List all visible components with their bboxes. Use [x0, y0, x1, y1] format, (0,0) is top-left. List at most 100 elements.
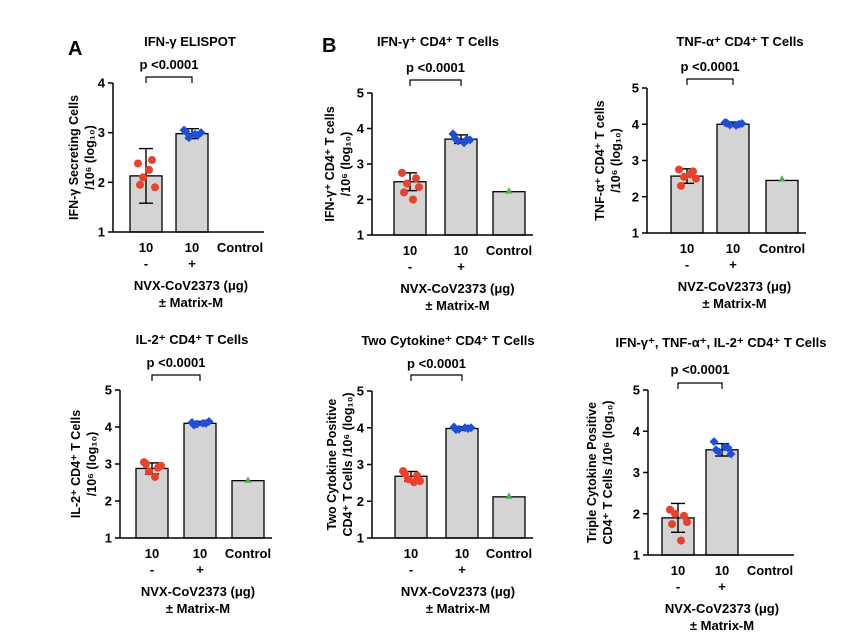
x-category-label: 10: [454, 243, 468, 258]
x-category-label: 10: [680, 241, 694, 256]
chart-title: IL-2⁺ CD4⁺ T Cells: [136, 332, 249, 347]
y-axis-label-line-2: CD4⁺ T Cells /10⁶ (log₁₀): [341, 392, 355, 536]
data-point: [196, 128, 206, 138]
y-tick-label: 5: [632, 81, 639, 96]
y-axis-label-line-2: /10⁶ (log₁₀): [339, 132, 353, 196]
y-axis-label-line-2: /10⁶ (log₁₀): [83, 125, 97, 189]
y-tick-label: 4: [357, 121, 365, 136]
data-point: [148, 155, 156, 164]
y-axis-label-line-2: CD4⁺ T Cells /10⁶ (log₁₀): [601, 400, 615, 544]
x-axis-label-line-1: NVZ-CoV2373 (μg): [678, 279, 791, 294]
y-tick-label: 3: [633, 465, 640, 480]
y-tick-label: 4: [98, 76, 106, 91]
bar: [705, 449, 739, 556]
y-tick-label: 1: [633, 548, 640, 563]
x-category-label: 10: [404, 546, 418, 561]
x-category-sign: +: [729, 257, 737, 272]
data-point: [157, 461, 165, 470]
data-point: [677, 536, 685, 545]
p-value-label: p <0.0001: [407, 356, 466, 371]
data-point: [680, 511, 688, 520]
data-point: [398, 168, 406, 177]
x-category-label: 10: [403, 243, 417, 258]
bar: [175, 133, 209, 233]
x-category-label: 10: [145, 546, 159, 561]
y-axis-label-line-1: Two Cytokine Positive: [325, 399, 339, 531]
chart-panel-4: IL-2⁺ CD4⁺ T Cells 1 2 3 4 5 IL-2⁺ CD4⁺ T Cell…: [69, 332, 272, 616]
y-tick-label: 3: [105, 457, 112, 472]
y-axis-label: Triple Cytokine Positive CD4⁺ T Cells /10…: [585, 400, 615, 544]
y-tick-label: 1: [357, 531, 364, 546]
y-tick-label: 5: [357, 384, 364, 399]
data-point: [139, 173, 147, 182]
x-axis-label-line-1: NVX-CoV2373 (μg): [400, 281, 514, 296]
panel-letter-A: A: [68, 38, 82, 60]
x-category-label: Control: [747, 563, 793, 578]
y-axis-label-line-1: IFN-γ Secreting Cells: [67, 95, 81, 220]
y-tick-label: 1: [98, 225, 105, 240]
x-category-label: Control: [759, 241, 805, 256]
y-axis-label-line-1: IL-2⁺ CD4⁺ T Cells: [69, 410, 83, 518]
data-point: [731, 120, 741, 130]
data-point: [460, 423, 470, 433]
data-point: [181, 127, 191, 137]
x-category-sign: +: [188, 256, 196, 271]
x-axis-label-line-2: ± Matrix-M: [166, 601, 230, 616]
x-axis-label-line-2: ± Matrix-M: [426, 601, 490, 616]
x-axis-label-line-1: NVX-CoV2373 (μg): [665, 601, 779, 616]
x-category-sign: -: [150, 562, 154, 577]
x-category-label: Control: [225, 546, 271, 561]
x-category-sign: -: [685, 257, 689, 272]
x-axis-label-line-2: ± Matrix-M: [425, 298, 489, 313]
x-category-label: 10: [726, 241, 740, 256]
y-tick-label: 4: [633, 424, 641, 439]
data-point: [151, 183, 159, 192]
x-category-sign: +: [458, 562, 466, 577]
chart-title: Two Cytokine⁺ CD4⁺ T Cells: [361, 333, 534, 348]
chart-panel-3: TNF-α⁺ CD4⁺ T Cells 1 2 3 4 5 TNF-α⁺ CD4⁺ T ce…: [593, 34, 806, 311]
data-point: [675, 165, 683, 174]
data-point: [409, 195, 417, 204]
data-point: [189, 420, 199, 430]
chart-title: TNF-α⁺ CD4⁺ T Cells: [676, 34, 803, 49]
x-category-sign: +: [457, 259, 465, 274]
p-value-label: p <0.0001: [147, 355, 206, 370]
y-axis-label-line-2: /10⁶ (log₁₀): [85, 432, 99, 496]
bar: [231, 479, 265, 539]
bar: [492, 191, 526, 236]
data-point: [505, 187, 513, 194]
x-category-label: Control: [486, 546, 532, 561]
chart-panel-2: IFN-γ⁺ CD4⁺ T Cells 1 2 3 4 5 IFN-γ⁺ CD4⁺ T ce…: [323, 34, 533, 313]
y-axis-label-line-1: Triple Cytokine Positive: [585, 402, 599, 543]
y-tick-label: 4: [105, 420, 113, 435]
bar: [716, 123, 750, 234]
x-category-sign: -: [144, 256, 148, 271]
data-point: [680, 172, 688, 181]
y-tick-label: 2: [105, 494, 112, 509]
significance-bracket: [409, 79, 462, 86]
x-category-label: 10: [715, 563, 729, 578]
data-point: [677, 181, 685, 190]
chart-panel-6: IFN-γ⁺, TNF-α⁺, IL-2⁺ CD4⁺ T Cells 1 2 3 4 5 T…: [585, 335, 826, 633]
y-tick-label: 3: [357, 157, 364, 172]
data-point: [198, 418, 208, 428]
bar: [183, 422, 217, 539]
y-tick-label: 2: [98, 175, 105, 190]
x-category-sign: +: [196, 562, 204, 577]
bar: [492, 496, 526, 539]
y-tick-label: 4: [632, 117, 640, 132]
bar: [135, 467, 169, 539]
y-tick-label: 5: [357, 86, 364, 101]
bar: [670, 175, 704, 234]
data-point: [410, 478, 418, 487]
bar: [445, 427, 479, 539]
data-point: [403, 179, 411, 188]
y-axis-label: TNF-α⁺ CD4⁺ T cells/10⁶ (log₁₀): [593, 100, 623, 220]
x-category-sign: -: [409, 562, 413, 577]
data-point: [683, 518, 691, 526]
y-tick-label: 2: [633, 506, 640, 521]
data-point: [778, 175, 786, 182]
data-point: [505, 492, 513, 499]
